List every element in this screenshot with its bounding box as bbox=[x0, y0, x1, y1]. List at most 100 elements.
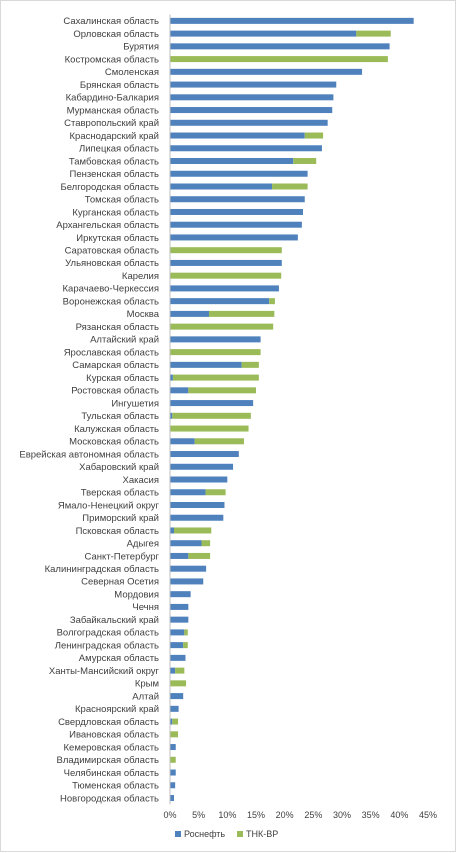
bar-rosneft bbox=[170, 145, 322, 152]
x-tick-label: 45% bbox=[419, 810, 437, 820]
bar-rosneft bbox=[170, 705, 179, 712]
bar-tnk bbox=[188, 387, 256, 394]
bar-rosneft bbox=[170, 94, 334, 101]
category-label: Мурманская область bbox=[67, 105, 159, 116]
bar-rosneft bbox=[170, 259, 282, 266]
bar-rosneft bbox=[170, 158, 294, 165]
x-tick-label: 0% bbox=[163, 810, 176, 820]
bar-rosneft bbox=[170, 603, 189, 610]
bar-tnk bbox=[172, 412, 251, 419]
category-label: Свердловская область bbox=[58, 717, 159, 728]
category-label: Волгоградская область bbox=[57, 628, 159, 639]
category-label: Ингушетия bbox=[111, 398, 159, 409]
bar-rosneft bbox=[170, 769, 176, 776]
bar-rosneft bbox=[170, 489, 206, 496]
category-label: Курская область bbox=[86, 373, 159, 384]
bar-tnk bbox=[188, 552, 211, 559]
bar-tnk bbox=[205, 489, 226, 496]
category-label: Мордовия bbox=[114, 589, 159, 600]
bar-rosneft bbox=[170, 591, 191, 598]
bar-rosneft bbox=[170, 565, 207, 572]
category-label: Пензенская область bbox=[70, 169, 160, 180]
category-label: Костромская область bbox=[65, 54, 159, 65]
x-tick-label: 30% bbox=[333, 810, 351, 820]
category-label: Тульская область bbox=[81, 411, 159, 422]
bar-rosneft bbox=[170, 208, 304, 215]
category-label: Новгородская область bbox=[60, 793, 159, 804]
bar-tnk bbox=[170, 425, 249, 432]
legend-label-rosneft: Роснефть bbox=[184, 829, 225, 839]
bar-rosneft bbox=[170, 795, 175, 802]
category-label: Саратовская область bbox=[65, 245, 159, 256]
bar-rosneft bbox=[170, 667, 176, 674]
bar-tnk bbox=[170, 349, 261, 356]
bar-tnk bbox=[241, 361, 259, 368]
bar-rosneft bbox=[170, 718, 173, 725]
bar-rosneft bbox=[170, 693, 184, 700]
category-label: Москва bbox=[127, 309, 160, 320]
category-label: Карачаево-Черкессия bbox=[63, 284, 159, 295]
bar-rosneft bbox=[170, 310, 209, 317]
bar-rosneft bbox=[170, 476, 228, 483]
category-label: Липецкая область bbox=[79, 144, 159, 155]
bar-rosneft bbox=[170, 654, 186, 661]
x-tick-label: 40% bbox=[390, 810, 408, 820]
category-label: Владимирская область bbox=[57, 755, 160, 766]
bar-tnk bbox=[201, 540, 211, 547]
bar-rosneft bbox=[170, 30, 357, 37]
category-label: Сахалинская область bbox=[63, 16, 159, 27]
bar-tnk bbox=[356, 30, 391, 37]
x-tick-label: 25% bbox=[304, 810, 322, 820]
category-label: Хабаровский край bbox=[79, 462, 159, 473]
category-label: Хакасия bbox=[123, 475, 159, 486]
bar-rosneft bbox=[170, 170, 308, 177]
bar-tnk bbox=[170, 756, 176, 763]
bar-rosneft bbox=[170, 43, 390, 50]
category-label: Ивановская область bbox=[69, 730, 159, 741]
bar-rosneft bbox=[170, 361, 242, 368]
category-label: Ростовская область bbox=[71, 386, 159, 397]
category-label: Ямало-Ненецкий округ bbox=[58, 500, 160, 511]
category-label: Иркутская область bbox=[76, 233, 159, 244]
bar-rosneft bbox=[170, 527, 175, 534]
category-label: Воронежская область bbox=[63, 296, 159, 307]
bar-tnk bbox=[184, 629, 188, 636]
category-label: Калининградская область bbox=[45, 564, 159, 575]
bar-tnk bbox=[183, 642, 188, 649]
bar-rosneft bbox=[170, 438, 195, 445]
bar-rosneft bbox=[170, 552, 189, 559]
bar-rosneft bbox=[170, 68, 363, 75]
bar-rosneft bbox=[170, 285, 279, 292]
category-label: Самарская область bbox=[72, 360, 159, 371]
bar-rosneft bbox=[170, 578, 204, 585]
category-label: Кабардино-Балкария bbox=[66, 93, 159, 104]
category-label: Ярославская область bbox=[64, 347, 159, 358]
category-label: Московская область bbox=[69, 437, 159, 448]
bar-tnk bbox=[170, 731, 179, 738]
category-label: Амурская область bbox=[79, 653, 159, 664]
category-label: Приморский край bbox=[82, 513, 159, 524]
bar-rosneft bbox=[170, 374, 173, 381]
category-label: Крым bbox=[135, 679, 159, 690]
bar-rosneft bbox=[170, 387, 189, 394]
bar-rosneft bbox=[170, 107, 333, 114]
bars-layer bbox=[170, 17, 414, 802]
bar-rosneft bbox=[170, 132, 305, 139]
bar-tnk bbox=[194, 438, 244, 445]
category-label: Калужская область bbox=[74, 424, 159, 435]
bar-rosneft bbox=[170, 336, 261, 343]
bar-rosneft bbox=[170, 782, 176, 789]
bar-tnk bbox=[172, 718, 179, 725]
category-labels: Сахалинская область Орловская область Буря… bbox=[19, 16, 159, 804]
bar-tnk bbox=[208, 310, 275, 317]
category-label: Алтайский край bbox=[90, 335, 159, 346]
x-tick-label: 5% bbox=[192, 810, 205, 820]
category-label: Орловская область bbox=[73, 29, 159, 40]
bar-tnk bbox=[170, 247, 282, 254]
bar-rosneft bbox=[170, 744, 176, 751]
legend-swatch-rosneft bbox=[175, 831, 181, 837]
category-label: Кемеровская область bbox=[64, 742, 160, 753]
category-label: Белгородская область bbox=[60, 182, 159, 193]
bar-tnk bbox=[304, 132, 324, 139]
